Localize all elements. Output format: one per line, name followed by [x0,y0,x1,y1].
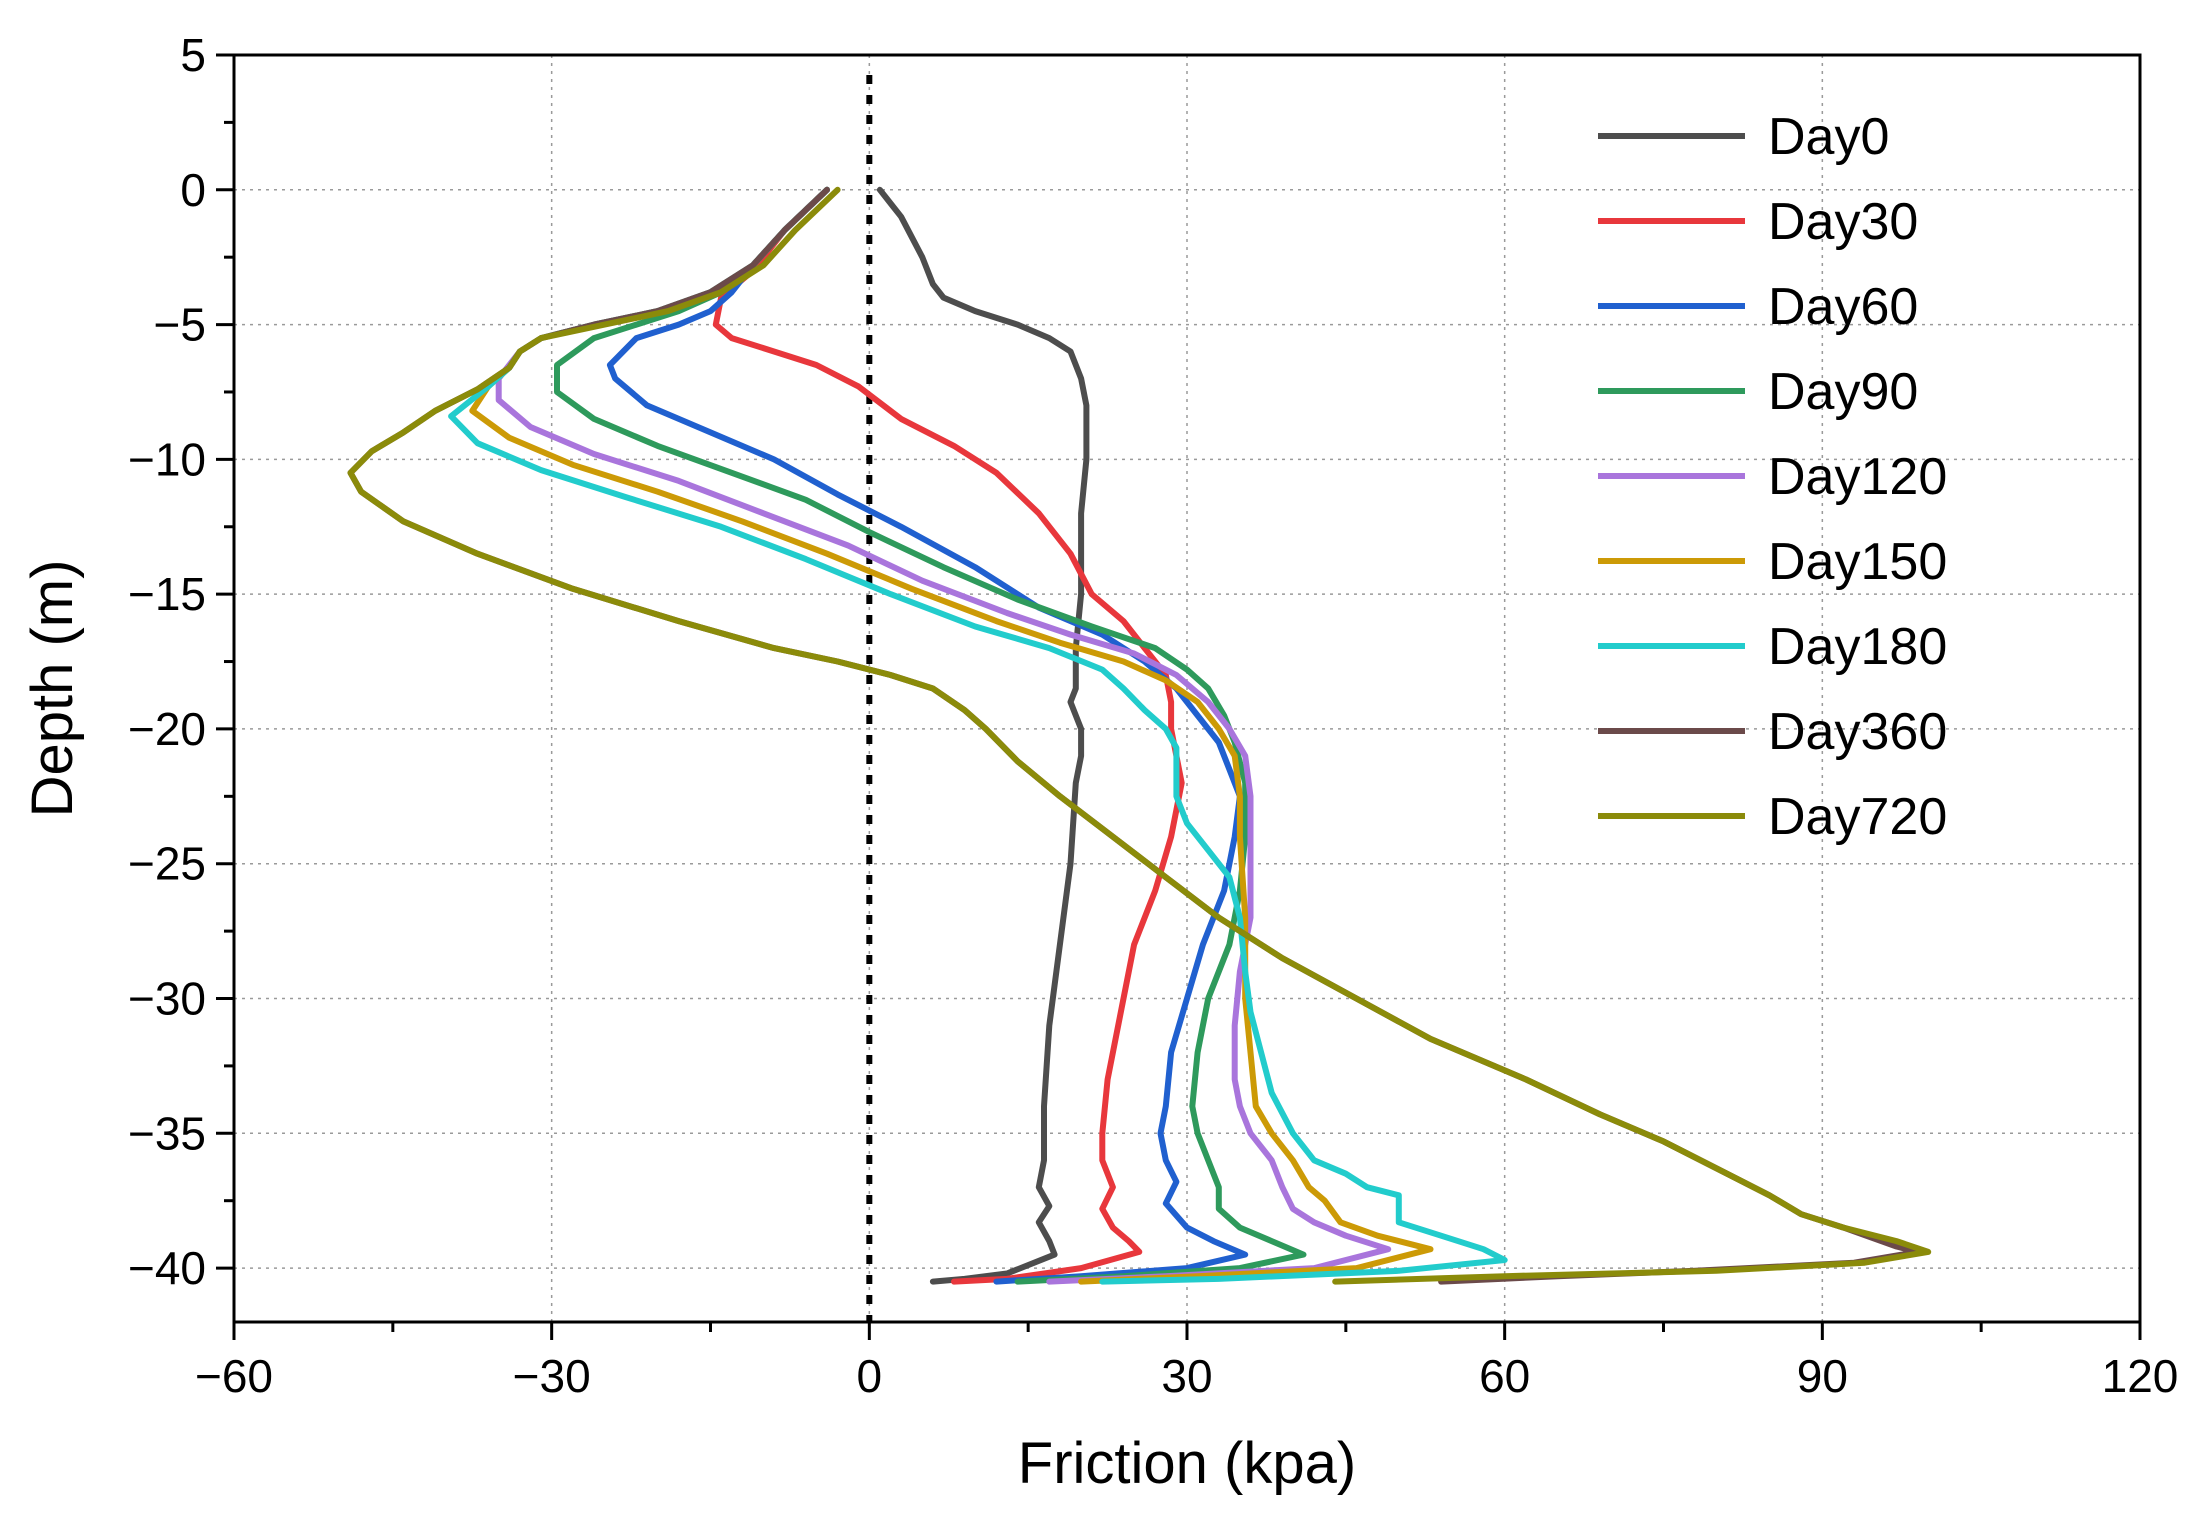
series-line-day30 [712,186,1185,1285]
legend-label-day30: Day30 [1768,193,1918,251]
series-line-day90 [554,186,1307,1285]
y-tick-label: −30 [128,973,206,1025]
series-line-day120 [495,186,1392,1285]
x-tick-label: 90 [1797,1350,1848,1402]
y-tick-label: −5 [154,299,206,351]
series-line-day360 [347,186,1921,1285]
x-tick-label: 60 [1479,1350,1530,1402]
y-tick-label: −20 [128,703,206,755]
legend-label-day720: Day720 [1768,788,1947,846]
y-axis-title: Depth (m) [20,560,85,818]
y-axis-ticks: 5 0 −5 −10 −15 −20 −25 −30 −35 −40 [128,29,234,1294]
x-axis-title: Friction (kpa) [1018,1431,1356,1496]
legend: Day0 Day30 Day60 Day90 Day120 Day150 Day180 Day… [1598,108,1947,846]
x-tick-label: −30 [513,1350,591,1402]
y-tick-label: −35 [128,1107,206,1159]
legend-label-day60: Day60 [1768,278,1918,336]
series-line-day60 [606,186,1249,1285]
x-tick-label: −60 [195,1350,273,1402]
x-tick-label: 120 [2102,1350,2179,1402]
y-tick-label: 0 [180,164,206,216]
legend-label-day90: Day90 [1768,363,1918,421]
x-tick-label: 30 [1161,1350,1212,1402]
y-tick-label: −15 [128,568,206,620]
legend-label-day0: Day0 [1768,108,1889,166]
y-tick-label: 5 [180,29,206,81]
y-tick-label: −10 [128,433,206,485]
x-axis-ticks: −60 −30 0 30 60 90 120 [195,1322,2178,1402]
x-tick-label: 0 [857,1350,883,1402]
y-tick-label: −40 [128,1242,206,1294]
y-tick-label: −25 [128,838,206,890]
series-line-day720 [347,186,1932,1285]
series-line-day0 [876,186,1090,1285]
series-lines [347,186,1932,1285]
legend-label-day150: Day150 [1768,533,1947,591]
series-line-day180 [448,186,1508,1285]
legend-label-day120: Day120 [1768,448,1947,506]
legend-label-day360: Day360 [1768,703,1947,761]
legend-label-day180: Day180 [1768,618,1947,676]
